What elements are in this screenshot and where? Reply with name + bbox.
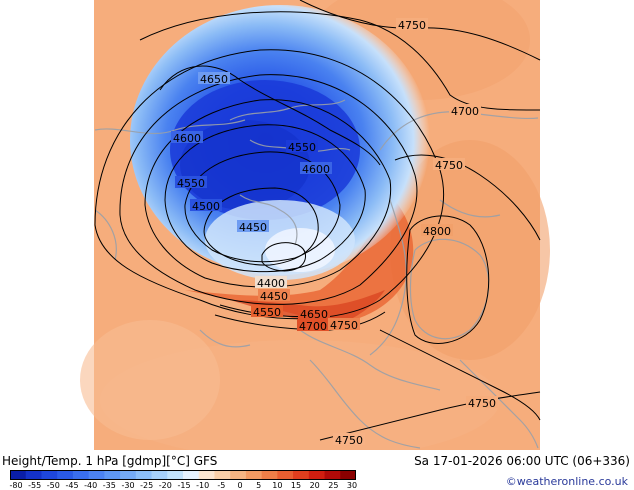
chart-title: Height/Temp. 1 hPa [gdmp][°C] GFS bbox=[2, 454, 218, 468]
credit-link[interactable]: ©weatheronline.co.uk bbox=[505, 475, 628, 488]
colorbar-outline bbox=[10, 470, 356, 480]
colorbar-swatch bbox=[135, 470, 153, 480]
contour-4800 bbox=[406, 215, 490, 344]
contour-labels: 4750 4650 4700 4600 4550 4600 4750 4550 … bbox=[171, 18, 498, 447]
colorbar-tick-label: 10 bbox=[272, 481, 283, 490]
colorbar-tick-label: 20 bbox=[309, 481, 320, 490]
contour-low bbox=[261, 242, 306, 272]
colorbar-swatch bbox=[324, 470, 341, 480]
contour-label: 4700 bbox=[451, 105, 479, 118]
colorbar-tick-label: -50 bbox=[46, 481, 60, 490]
colorbar-tick-label: 15 bbox=[290, 481, 302, 490]
contour-label: 4550 bbox=[288, 141, 316, 154]
contour-label: 4750 bbox=[330, 319, 358, 332]
colorbar-tick-label: -80 bbox=[9, 481, 23, 490]
colorbar-swatch bbox=[57, 470, 74, 480]
contour-label: 4750 bbox=[468, 397, 496, 410]
cold-vortex-inner bbox=[180, 120, 310, 210]
colorbar-swatch bbox=[230, 470, 247, 480]
warm-band bbox=[185, 195, 414, 325]
colorbar-tick-label: -35 bbox=[102, 481, 116, 490]
contour-ring-3 bbox=[144, 99, 392, 288]
contour-label: 4750 bbox=[435, 159, 463, 172]
colorbar-tick-labels: -80 -55 -50 -45 -40 -35 -30 -25 -20 -15 -10 -5 0 5 10 1… bbox=[9, 481, 360, 490]
contour-ring-5 bbox=[184, 151, 341, 263]
colorbar-swatch bbox=[340, 470, 356, 480]
colorbar-tick-label: -45 bbox=[65, 481, 79, 490]
colorbar-tick-label: -15 bbox=[177, 481, 191, 490]
colorbar-tick-label: 25 bbox=[328, 481, 339, 490]
colorbar-tick-label: -25 bbox=[140, 481, 154, 490]
colorbar-swatch bbox=[88, 470, 105, 480]
colorbar-tick-label: -30 bbox=[121, 481, 135, 490]
colorbar-swatch bbox=[198, 470, 215, 480]
colorbar-swatch bbox=[72, 470, 90, 480]
colorbar-tick-label: 30 bbox=[346, 481, 358, 490]
forecast-datetime: Sa 17-01-2026 06:00 UTC (06+336) bbox=[414, 454, 630, 468]
colorbar-tick-label: 5 bbox=[256, 481, 262, 490]
colorbar-tick-label: 0 bbox=[237, 481, 243, 490]
colorbar-swatch bbox=[41, 470, 58, 480]
colorbar-tick-label: -55 bbox=[28, 481, 42, 490]
contour-label: 4700 bbox=[299, 320, 327, 333]
colorbar-swatch bbox=[10, 470, 27, 480]
contour-label: 4750 bbox=[335, 434, 363, 447]
colorbar-swatch bbox=[183, 470, 200, 480]
colorbar-tick-label: -5 bbox=[217, 481, 226, 490]
colorbar-swatch bbox=[214, 470, 231, 480]
contour-ring-4 bbox=[164, 124, 366, 273]
contour-label: 4650 bbox=[300, 308, 328, 321]
contour-label: 4550 bbox=[177, 177, 205, 190]
contour-label: 4750 bbox=[398, 19, 426, 32]
contour-label: 4600 bbox=[173, 132, 201, 145]
colorbar-swatch bbox=[277, 470, 294, 480]
colorbar-swatch bbox=[293, 470, 310, 480]
contour-label: 4450 bbox=[239, 221, 267, 234]
colorbar-swatch bbox=[104, 470, 121, 480]
contour-label: 4450 bbox=[260, 290, 288, 303]
weather-map: 4750 4650 4700 4600 4550 4600 4750 4550 … bbox=[0, 0, 634, 450]
map-footer: Height/Temp. 1 hPa [gdmp][°C] GFS Sa 17-… bbox=[0, 450, 634, 490]
colorbar-tick-label: -40 bbox=[84, 481, 98, 490]
colorbar-swatch bbox=[25, 470, 42, 480]
contour-label: 4500 bbox=[192, 200, 220, 213]
pale-lobe-inner bbox=[265, 228, 335, 272]
colorbar-swatch bbox=[151, 470, 168, 480]
map-right-margin bbox=[540, 0, 634, 450]
colorbar-tick-label: -20 bbox=[158, 481, 172, 490]
colorbar-swatch bbox=[167, 470, 184, 480]
colorbar-tick-label: -10 bbox=[196, 481, 210, 490]
colorbar-swatch bbox=[245, 470, 263, 480]
contour-4750-bottom bbox=[319, 391, 541, 441]
colorbar bbox=[10, 470, 356, 480]
contour-label: 4550 bbox=[253, 306, 281, 319]
contour-label: 4650 bbox=[200, 73, 228, 86]
contour-label: 4400 bbox=[257, 277, 285, 290]
contour-ring-6 bbox=[203, 187, 319, 266]
map-canvas: 4750 4650 4700 4600 4550 4600 4750 4550 … bbox=[0, 0, 634, 450]
colorbar-swatch bbox=[308, 470, 326, 480]
contour-ring-2 bbox=[119, 74, 418, 305]
contour-4750-mid bbox=[394, 154, 541, 241]
light-patch-sw bbox=[80, 320, 220, 440]
contour-4750-south bbox=[379, 329, 541, 421]
map-left-margin bbox=[0, 0, 94, 450]
contour-ring-1 bbox=[94, 49, 445, 320]
colorbar-swatch bbox=[120, 470, 137, 480]
contour-label: 4600 bbox=[302, 163, 330, 176]
warm-patch-east bbox=[390, 140, 550, 360]
contour-label: 4800 bbox=[423, 225, 451, 238]
colorbar-swatch bbox=[261, 470, 278, 480]
